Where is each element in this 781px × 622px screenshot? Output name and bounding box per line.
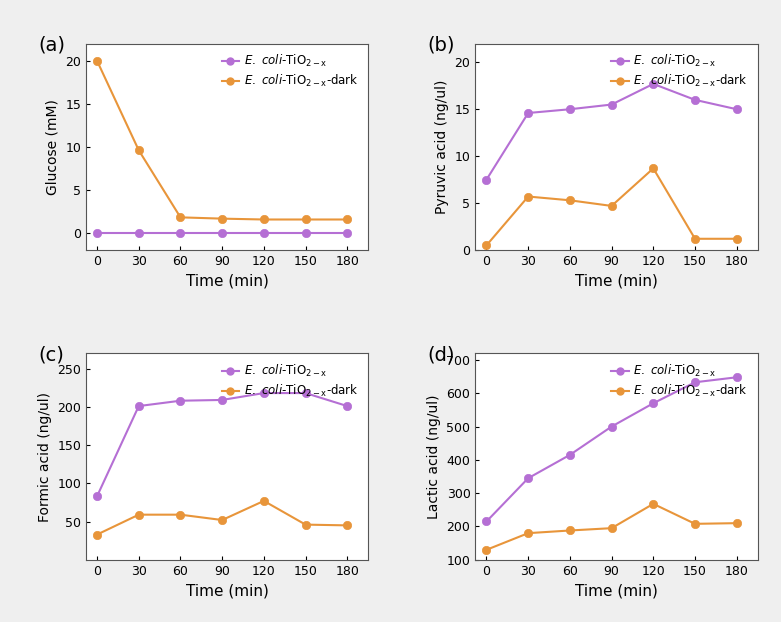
Y-axis label: Glucose (mM): Glucose (mM) bbox=[45, 99, 59, 195]
X-axis label: Time (min): Time (min) bbox=[186, 583, 269, 598]
Y-axis label: Formic acid (ng/ul): Formic acid (ng/ul) bbox=[37, 391, 52, 522]
Text: (d): (d) bbox=[427, 345, 455, 364]
X-axis label: Time (min): Time (min) bbox=[575, 583, 658, 598]
X-axis label: Time (min): Time (min) bbox=[186, 274, 269, 289]
Legend: $\it{E.\ coli}$-TiO$_\mathregular{2-x}$, $\it{E.\ coli}$-TiO$_\mathregular{2-x}$: $\it{E.\ coli}$-TiO$_\mathregular{2-x}$,… bbox=[218, 49, 362, 93]
Text: (a): (a) bbox=[38, 35, 65, 54]
Text: (b): (b) bbox=[427, 35, 455, 54]
Legend: $\it{E.\ coli}$-TiO$_\mathregular{2-x}$, $\it{E.\ coli}$-TiO$_\mathregular{2-x}$: $\it{E.\ coli}$-TiO$_\mathregular{2-x}$,… bbox=[608, 49, 751, 93]
Y-axis label: Pyruvic acid (ng/ul): Pyruvic acid (ng/ul) bbox=[435, 80, 449, 214]
X-axis label: Time (min): Time (min) bbox=[575, 274, 658, 289]
Y-axis label: Lactic acid (ng/ul): Lactic acid (ng/ul) bbox=[427, 394, 441, 519]
Legend: $\it{E.\ coli}$-TiO$_\mathregular{2-x}$, $\it{E.\ coli}$-TiO$_\mathregular{2-x}$: $\it{E.\ coli}$-TiO$_\mathregular{2-x}$,… bbox=[608, 359, 751, 402]
Text: (c): (c) bbox=[38, 345, 64, 364]
Legend: $\it{E.\ coli}$-TiO$_\mathregular{2-x}$, $\it{E.\ coli}$-TiO$_\mathregular{2-x}$: $\it{E.\ coli}$-TiO$_\mathregular{2-x}$,… bbox=[218, 359, 362, 402]
